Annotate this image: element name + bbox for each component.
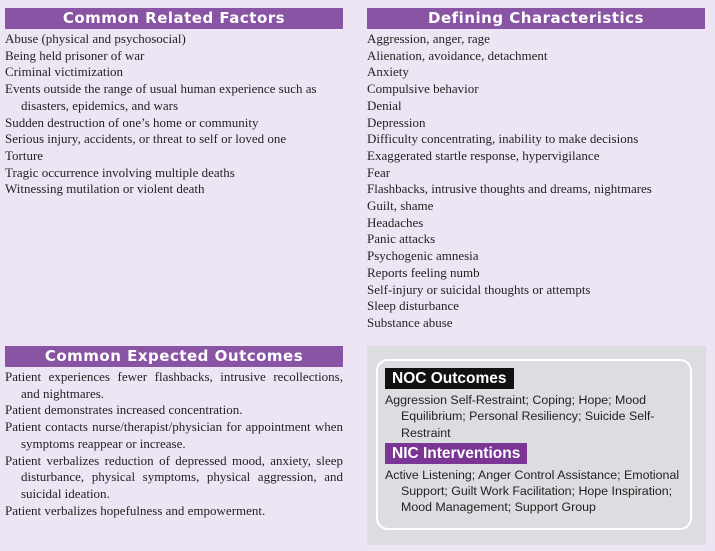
list-item: Alienation, avoidance, detachment (367, 47, 548, 63)
list-item: Sudden destruction of one’s home or comm… (5, 114, 259, 130)
list-item: Flashbacks, intrusive thoughts and dream… (367, 181, 652, 197)
expected-outcomes-section: Common Expected Outcomes Patient experie… (5, 346, 343, 519)
list-item: Tragic occurrence involving multiple dea… (5, 164, 235, 180)
list-item: Aggression, anger, rage (367, 31, 490, 46)
related-factors-section: Common Related Factors Abuse (physical a… (5, 8, 343, 198)
list-item: Fear (367, 164, 391, 180)
related-factors-header: Common Related Factors (5, 8, 343, 29)
noc-header: NOC Outcomes (385, 368, 514, 389)
related-factors-list: Abuse (physical and psychosocial) Being h… (5, 31, 343, 198)
list-item: Substance abuse (367, 314, 453, 330)
list-item: Patient demonstrates increased concentra… (5, 402, 243, 418)
noc-nic-box: NOC Outcomes Aggression Self-Restraint; … (376, 359, 692, 530)
list-item: Sleep disturbance (367, 298, 460, 314)
list-item: Witnessing mutilation or violent death (5, 181, 205, 197)
list-item: Patient verbalizes hopefulness and empow… (5, 502, 266, 518)
expected-outcomes-header: Common Expected Outcomes (5, 346, 343, 367)
defining-characteristics-list: Aggression, anger, rage Alienation, avoid… (367, 31, 705, 332)
list-item: Psychogenic amnesia (367, 248, 479, 264)
list-item: Denial (367, 97, 402, 113)
list-item: Patient experiences fewer flashbacks, in… (5, 369, 343, 401)
list-item: Difficulty concentrating, inability to m… (367, 131, 639, 147)
list-item: Being held prisoner of war (5, 47, 145, 63)
list-item: Headaches (367, 214, 424, 230)
list-item: Patient contacts nurse/therapist/physici… (5, 419, 343, 451)
list-item: Exaggerated startle response, hypervigil… (367, 147, 600, 163)
list-item: Criminal victimization (5, 64, 124, 80)
list-item: Self-injury or suicidal thoughts or atte… (367, 281, 591, 297)
list-item: Panic attacks (367, 231, 436, 247)
list-item: Depression (367, 114, 426, 130)
list-item: Torture (5, 147, 44, 163)
list-item: Serious injury, accidents, or threat to … (5, 131, 287, 147)
defining-characteristics-section: Defining Characteristics Aggression, ang… (367, 8, 705, 332)
list-item: Abuse (physical and psychosocial) (5, 31, 186, 46)
defining-characteristics-header: Defining Characteristics (367, 8, 705, 29)
nic-header: NIC Interventions (385, 442, 528, 464)
list-item: Patient verbalizes reduction of depresse… (5, 452, 343, 501)
noc-nic-panel: NOC Outcomes Aggression Self-Restraint; … (367, 346, 706, 545)
list-item: Reports feeling numb (367, 264, 480, 280)
list-item: Events outside the range of usual human … (5, 81, 317, 113)
nic-text: Active Listening; Anger Control Assistan… (385, 467, 680, 515)
expected-outcomes-list: Patient experiences fewer flashbacks, in… (5, 369, 343, 519)
list-item: Anxiety (367, 64, 409, 80)
noc-text: Aggression Self-Restraint; Coping; Hope;… (385, 393, 655, 440)
list-item: Compulsive behavior (367, 81, 479, 97)
list-item: Guilt, shame (367, 198, 434, 214)
